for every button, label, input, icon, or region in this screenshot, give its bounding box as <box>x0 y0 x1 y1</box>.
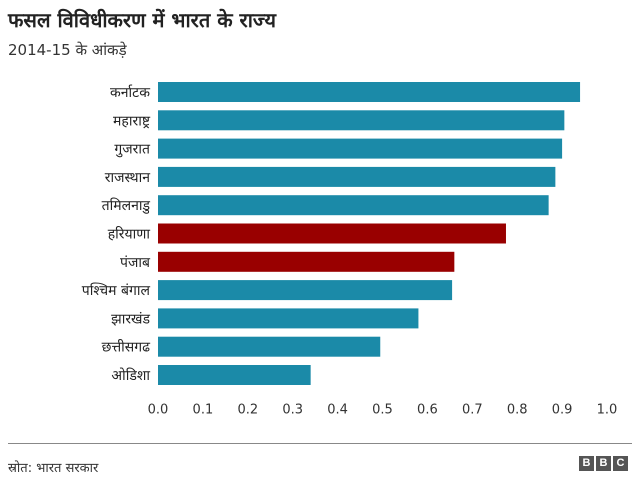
x-tick-label-2: 0.2 <box>237 402 258 417</box>
x-tick-label-4: 0.4 <box>327 402 348 417</box>
bbc-logo-letter-b1: B <box>579 456 594 471</box>
x-tick-label-6: 0.6 <box>417 402 438 417</box>
bar-8 <box>158 308 419 329</box>
category-label-10: ओडिशा <box>111 367 150 384</box>
bar-4 <box>158 195 549 216</box>
bbc-logo: B B C <box>579 456 628 471</box>
category-label-2: गुजरात <box>114 142 151 158</box>
category-label-1: महाराष्ट्र <box>113 113 151 129</box>
footer-divider <box>8 443 632 444</box>
category-label-3: राजस्थान <box>105 170 150 186</box>
bar-2 <box>158 138 563 159</box>
bar-6 <box>158 251 455 272</box>
category-label-0: कर्नाटक <box>110 84 150 101</box>
x-tick-label-10: 1.0 <box>597 402 618 417</box>
category-label-7: पश्चिम बंगाल <box>82 282 151 299</box>
x-tick-label-3: 0.3 <box>282 402 303 417</box>
category-label-9: छत्तीसगढ <box>102 339 151 356</box>
source-note: स्रोत: भारत सरकार <box>8 461 99 476</box>
category-label-4: तमिलनाडु <box>102 197 151 214</box>
category-label-8: झारखंड <box>111 311 150 327</box>
x-tick-label-9: 0.9 <box>552 402 573 417</box>
bbc-logo-letter-b2: B <box>596 456 611 471</box>
category-label-5: हरियाणा <box>108 226 151 243</box>
x-tick-label-5: 0.5 <box>372 402 393 417</box>
chart-subtitle: 2014-15 के आंकड़े <box>8 41 127 59</box>
bar-10 <box>158 365 311 385</box>
bar-0 <box>158 82 581 102</box>
chart-title: फसल विविधीकरण में भारत के राज्य <box>8 8 276 32</box>
x-tick-label-8: 0.8 <box>507 402 528 417</box>
bar-chart: कर्नाटक महाराष्ट्र गुजरात राजस्थान तमिलनाडु ह… <box>82 82 618 417</box>
bbc-logo-letter-c: C <box>613 456 628 471</box>
bar-9 <box>158 336 381 357</box>
x-tick-label-1: 0.1 <box>193 402 214 417</box>
bar-7 <box>158 280 453 301</box>
bar-3 <box>158 166 556 187</box>
bar-1 <box>158 110 565 131</box>
category-label-6: पंजाब <box>120 255 151 271</box>
bar-5 <box>158 223 506 244</box>
x-tick-label-0: 0.0 <box>148 402 169 417</box>
x-tick-label-7: 0.7 <box>462 402 483 417</box>
